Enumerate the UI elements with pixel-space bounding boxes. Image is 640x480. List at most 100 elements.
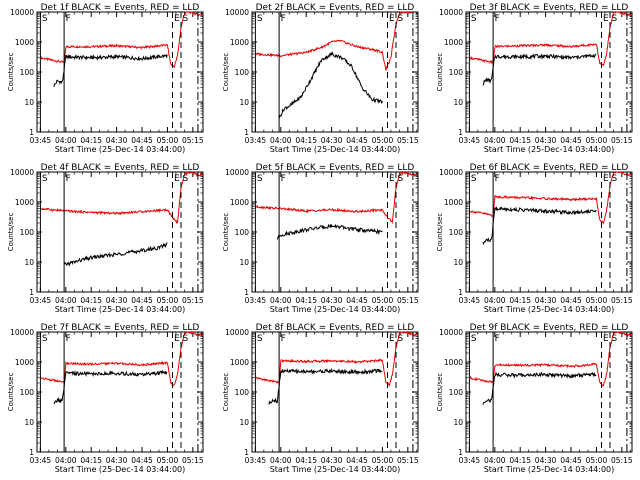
x-tick-label: 05:00 [372, 136, 394, 145]
panel-title: Det 8f BLACK = Events, RED = LLD [256, 323, 415, 333]
x-axis-label: Start Time (25-Dec-14 03:44:00) [484, 305, 615, 314]
x-tick-label: 04:45 [346, 296, 368, 305]
y-tick-label: 100 [449, 68, 464, 77]
event-marker-label: S [42, 14, 48, 24]
event-marker-label: E [174, 174, 180, 184]
event-marker-label: F [66, 14, 71, 24]
x-axis-label: Start Time (25-Dec-14 03:44:00) [484, 145, 615, 154]
y-tick-label: 100 [449, 228, 464, 237]
lld-series-line [40, 330, 204, 387]
plot-frame [251, 331, 419, 453]
event-marker-label: S [257, 174, 263, 184]
x-axis-label: Start Time (25-Dec-14 03:44:00) [270, 465, 401, 474]
lld-series-line [39, 171, 204, 224]
y-tick-label: 100 [20, 228, 35, 237]
events-series-line [53, 369, 168, 405]
panel-title: Det 4f BLACK = Events, RED = LLD [41, 163, 200, 173]
plot-frame [36, 331, 204, 453]
x-tick-label: 05:15 [182, 136, 204, 145]
panel-title: Det 5f BLACK = Events, RED = LLD [256, 163, 415, 173]
y-tick-label: 10 [24, 418, 34, 427]
y-tick-label: 100 [20, 68, 35, 77]
x-axis-label: Start Time (25-Dec-14 03:44:00) [484, 465, 615, 474]
y-tick-label: 10000 [225, 328, 249, 337]
x-tick-label: 04:30 [535, 136, 557, 145]
y-tick-label: 10 [453, 98, 463, 107]
event-marker-label: E [174, 14, 180, 24]
event-marker-label: S [42, 334, 48, 344]
detector-panel: Det 4f BLACK = Events, RED = LLD 1 10 100 10… [7, 163, 204, 314]
event-marker-label: S [42, 174, 48, 184]
detector-panel: Det 6f BLACK = Events, RED = LLD 1 10 100 10… [436, 163, 633, 314]
x-tick-label: 04:15 [509, 296, 531, 305]
x-tick-label: 05:15 [397, 296, 419, 305]
events-series-line [268, 367, 383, 405]
y-tick-label: 10 [239, 98, 249, 107]
x-tick-label: 03:45 [459, 136, 481, 145]
y-tick-label: 1000 [230, 38, 249, 47]
detector-panel: Det 3f BLACK = Events, RED = LLD 1 10 100 10… [436, 3, 633, 154]
event-marker-label: S [611, 174, 617, 184]
plot-frame [36, 171, 204, 293]
x-tick-label: 05:15 [182, 456, 204, 465]
x-tick-label: 04:30 [106, 296, 128, 305]
event-marker-label: S [611, 334, 617, 344]
x-tick-label: 04:45 [346, 136, 368, 145]
detector-panel: Det 9f BLACK = Events, RED = LLD 1 10 100 10… [436, 323, 633, 474]
y-tick-label: 10 [239, 418, 249, 427]
panel-title: Det 3f BLACK = Events, RED = LLD [470, 3, 629, 13]
plot-frame [465, 171, 633, 293]
x-tick-label: 05:00 [586, 296, 608, 305]
x-tick-label: 04:00 [484, 136, 506, 145]
x-tick-label: 03:45 [245, 456, 267, 465]
event-marker-label: E [389, 334, 395, 344]
x-tick-label: 04:30 [321, 136, 343, 145]
x-tick-label: 03:45 [30, 296, 52, 305]
events-series-line [482, 53, 597, 86]
y-tick-label: 100 [235, 68, 250, 77]
detector-panel: Det 5f BLACK = Events, RED = LLD 1 10 100 10… [222, 163, 419, 314]
x-axis-label: Start Time (25-Dec-14 03:44:00) [270, 145, 401, 154]
x-axis-label: Start Time (25-Dec-14 03:44:00) [55, 305, 186, 314]
x-tick-label: 05:15 [397, 456, 419, 465]
event-marker-label: S [182, 174, 188, 184]
x-tick-label: 04:45 [560, 456, 582, 465]
x-axis-label: Start Time (25-Dec-14 03:44:00) [55, 145, 186, 154]
x-tick-label: 05:00 [586, 456, 608, 465]
y-axis-label: Counts/sec [436, 53, 444, 92]
events-series-line [276, 223, 383, 240]
x-tick-label: 04:15 [295, 456, 317, 465]
lld-series-line [468, 171, 633, 225]
x-tick-label: 04:30 [106, 136, 128, 145]
panel-title: Det 9f BLACK = Events, RED = LLD [470, 323, 629, 333]
detector-panel: Det 1f BLACK = Events, RED = LLD 1 10 100 10… [7, 3, 204, 154]
x-tick-label: 05:15 [397, 136, 419, 145]
x-tick-label: 03:45 [459, 296, 481, 305]
x-tick-label: 05:00 [157, 296, 179, 305]
y-tick-label: 10 [453, 258, 463, 267]
x-tick-label: 04:00 [55, 296, 77, 305]
y-tick-label: 10000 [439, 168, 463, 177]
y-tick-label: 1 [29, 288, 34, 297]
x-tick-label: 04:15 [509, 136, 531, 145]
y-tick-label: 10000 [10, 8, 34, 17]
panel-title: Det 7f BLACK = Events, RED = LLD [41, 323, 200, 333]
panel-title: Det 1f BLACK = Events, RED = LLD [41, 3, 200, 13]
x-tick-label: 05:00 [586, 136, 608, 145]
y-tick-label: 1 [458, 288, 463, 297]
event-marker-label: E [174, 334, 180, 344]
event-marker-label: F [495, 174, 500, 184]
y-tick-label: 10 [453, 418, 463, 427]
x-tick-label: 05:15 [182, 296, 204, 305]
y-tick-label: 10000 [10, 168, 34, 177]
x-tick-label: 03:45 [459, 456, 481, 465]
x-tick-label: 04:00 [484, 456, 506, 465]
lld-series-line [39, 11, 204, 69]
x-tick-label: 04:45 [131, 136, 153, 145]
plot-frame [251, 11, 419, 133]
event-marker-label: S [257, 14, 263, 24]
event-marker-label: S [397, 334, 403, 344]
x-tick-label: 04:00 [55, 456, 77, 465]
plot-frame [36, 11, 204, 133]
